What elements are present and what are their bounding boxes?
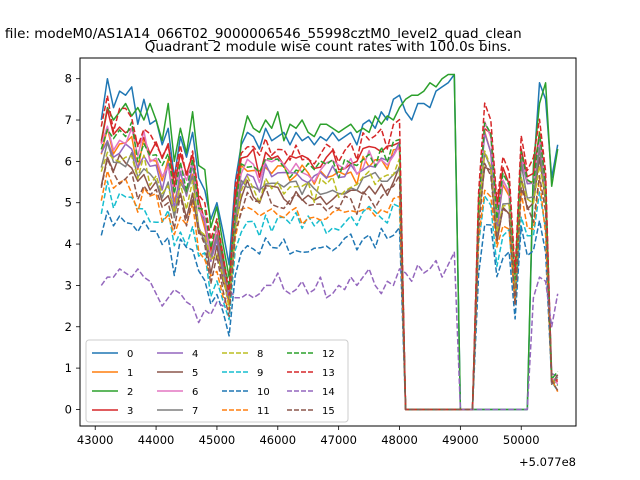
legend-label-0: 0 bbox=[127, 349, 133, 360]
x-tick-label: 43000 bbox=[77, 433, 114, 447]
legend-label-2: 2 bbox=[127, 387, 133, 398]
y-tick-label: 3 bbox=[65, 278, 72, 292]
series-line-9 bbox=[100, 180, 559, 411]
x-offset-label: +5.077e8 bbox=[519, 455, 576, 469]
legend-label-1: 1 bbox=[127, 368, 133, 379]
x-tick-label: 47000 bbox=[320, 433, 357, 447]
legend-label-5: 5 bbox=[192, 368, 198, 379]
y-tick-label: 7 bbox=[65, 113, 72, 127]
x-tick-label: 45000 bbox=[199, 433, 236, 447]
axes-frame bbox=[79, 57, 577, 427]
y-tick-label: 4 bbox=[65, 237, 72, 251]
legend-label-15: 15 bbox=[322, 406, 335, 417]
series-line-12 bbox=[100, 121, 559, 411]
legend-label-3: 3 bbox=[127, 406, 133, 417]
legend-label-12: 12 bbox=[322, 349, 335, 360]
series-line-11 bbox=[100, 170, 559, 411]
x-tick-label: 46000 bbox=[259, 433, 296, 447]
y-tick-label: 6 bbox=[65, 154, 72, 168]
legend-label-4: 4 bbox=[192, 349, 198, 360]
x-tick-label: 44000 bbox=[138, 433, 175, 447]
legend-label-14: 14 bbox=[322, 387, 335, 398]
plot-area bbox=[100, 73, 559, 411]
legend-label-13: 13 bbox=[322, 368, 335, 379]
y-tick-label: 2 bbox=[65, 320, 72, 334]
legend-label-7: 7 bbox=[192, 406, 198, 417]
legend-box bbox=[85, 339, 349, 423]
y-tick-label: 5 bbox=[65, 196, 72, 210]
legend-label-6: 6 bbox=[192, 387, 198, 398]
series-line-14 bbox=[100, 251, 559, 411]
series-line-15 bbox=[100, 158, 559, 411]
x-tick-label: 49000 bbox=[442, 433, 479, 447]
legend-label-10: 10 bbox=[257, 387, 270, 398]
chart-title: Quadrant 2 module wise count rates with … bbox=[145, 39, 511, 55]
axis-ticks: 43000 44000 45000 46000 47000 48000 49000 50000… bbox=[65, 72, 540, 447]
series-line-13 bbox=[100, 94, 558, 411]
x-tick-label: 48000 bbox=[381, 433, 418, 447]
figure-suptitle: n file: modeM0/AS1A14_066T02_9000006546_… bbox=[0, 26, 522, 42]
x-tick-label: 50000 bbox=[503, 433, 540, 447]
legend-label-11: 11 bbox=[257, 406, 270, 417]
series-line-8 bbox=[100, 150, 559, 411]
series-line-10 bbox=[100, 210, 559, 411]
y-tick-label: 8 bbox=[65, 72, 72, 86]
y-tick-label: 0 bbox=[65, 402, 72, 416]
legend-label-9: 9 bbox=[257, 368, 263, 379]
legend-label-8: 8 bbox=[257, 349, 263, 360]
y-tick-label: 1 bbox=[65, 361, 72, 375]
